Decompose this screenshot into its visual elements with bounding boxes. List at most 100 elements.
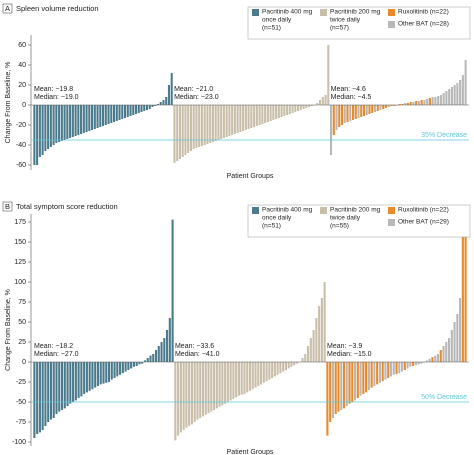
bar [255,105,258,126]
bar [395,362,398,374]
bar [461,75,464,105]
bar [392,362,395,375]
bar [337,362,340,412]
legend-label: (n=51) [262,25,281,32]
y-tick-label: 150 [14,239,26,246]
bar [154,350,158,362]
bar [242,105,245,131]
bar [365,105,368,115]
bar [342,362,346,409]
bar [309,338,312,362]
bar [456,314,459,362]
bar [141,362,144,364]
y-tick-label: -50 [16,399,26,406]
group-annotation: Median: −4.5 [331,94,372,101]
y-tick-label: 0 [22,359,26,366]
bar [307,346,310,362]
bar [340,105,344,125]
bar [140,105,143,112]
bar [82,105,85,133]
bar [189,105,192,151]
y-tick-label: 40 [18,62,26,69]
bar [200,105,203,146]
bar [47,362,50,422]
bar [214,105,217,141]
bar [360,105,363,117]
bar [41,105,44,155]
group-annotation: Median: −23.0 [174,94,219,101]
bar [135,362,138,366]
x-axis-label: Patient Groups [227,449,274,455]
bar [261,105,264,124]
bar [152,354,155,362]
bar [110,105,113,123]
legend-swatch [388,9,395,16]
y-axis-label: Change From Baseline, % [5,289,12,371]
bar [113,362,116,378]
panel-label: B [5,202,10,211]
bar [206,105,209,144]
bar [44,362,47,426]
bar [356,362,359,398]
bar [362,362,365,394]
bar [157,346,160,362]
group-annotation: Mean: −19.8 [34,86,73,93]
bar [159,102,162,105]
bar [459,298,462,362]
bar [177,362,180,436]
bar [138,362,141,365]
bar [124,362,127,372]
bar [295,362,299,364]
bar [464,60,467,105]
bar [359,362,362,396]
bar [99,362,102,385]
legend-label: twice daily [330,17,361,24]
bar [420,100,423,105]
bar [239,105,242,132]
bar [417,362,420,365]
panel-title: Spleen volume reduction [16,4,99,13]
bar [102,362,105,384]
bar [193,362,196,422]
bar [288,105,291,114]
bar [85,362,88,393]
bar [315,318,318,362]
bar [121,105,124,119]
legend-label: Ruxolitinib (n=22) [398,9,449,16]
bar [221,362,224,406]
bar [250,105,253,128]
bar [453,85,456,105]
bar [442,346,445,362]
bar [323,282,326,362]
bar [291,105,294,113]
bar [304,354,307,362]
y-tick-label: -20 [16,122,26,129]
bar [233,105,236,134]
bar [345,362,348,406]
group-annotation: Median: −41.0 [175,351,220,358]
bar [326,362,329,436]
bar [324,95,327,105]
bar [266,105,269,122]
bar [196,362,199,420]
bar [168,318,171,362]
legend-label: twice daily [330,215,361,222]
bar [77,105,80,135]
bar [199,362,202,418]
bar [420,362,423,364]
bar [74,105,77,136]
bar [88,362,91,391]
group-annotation: Mean: −33.6 [175,343,214,350]
bar [271,362,274,378]
panel-label-box [2,201,13,212]
bar [137,105,140,113]
legend-box [247,204,471,238]
legend-label: Pacritinib 200 mg [330,207,381,214]
y-tick-label: -100 [12,439,26,446]
bar [119,362,122,375]
bar [112,105,116,122]
bar [431,97,434,105]
bar [129,105,132,116]
bar [329,105,333,155]
legend-box [247,6,471,40]
